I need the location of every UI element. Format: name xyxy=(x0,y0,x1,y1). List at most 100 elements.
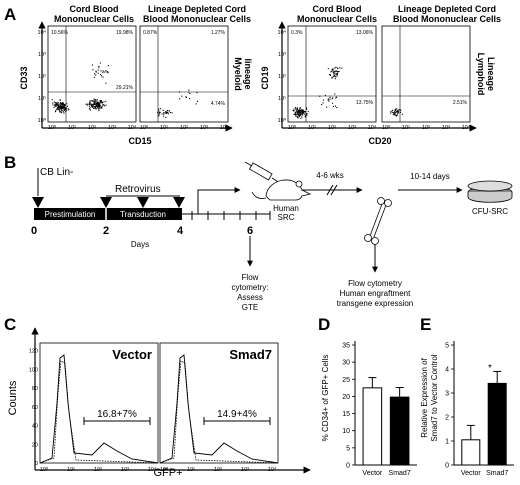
scatter-dot xyxy=(189,93,191,95)
significance-star: * xyxy=(488,363,492,374)
scatter-dot xyxy=(92,69,94,71)
y-tick-label: 15 xyxy=(342,411,350,418)
scatter-dot xyxy=(334,70,336,72)
scatter-dot xyxy=(299,111,301,113)
scatter-dot xyxy=(295,108,297,110)
scatter-dot xyxy=(297,109,299,111)
scatter-dot xyxy=(93,103,95,105)
scatter-dot xyxy=(329,96,331,98)
side-myeloid-1: Myeloid xyxy=(233,57,243,91)
scatter-dot xyxy=(302,109,304,111)
x-tick-label: 10¹ xyxy=(160,125,168,131)
scatter-dot xyxy=(90,104,92,106)
scatter-dot xyxy=(99,62,101,64)
scatter-dot xyxy=(64,107,66,109)
q3-ur: 13.06% xyxy=(356,30,374,36)
scatter-dot xyxy=(334,71,336,73)
scatter-dot xyxy=(167,110,169,112)
y-tick-label: 10¹ xyxy=(38,96,46,102)
mouse-icon xyxy=(251,179,312,201)
scatter-dot xyxy=(103,101,105,103)
flow-scatter-dots xyxy=(51,62,403,119)
scatter-dot xyxy=(92,105,94,107)
scatter-dot xyxy=(101,75,103,77)
x-tick-label: 10² xyxy=(88,125,96,131)
x-tick-label: 10⁴ xyxy=(220,124,229,131)
scatter-dot xyxy=(102,104,104,106)
scatter-dot xyxy=(59,106,61,108)
scatter-dot xyxy=(165,111,167,113)
x-tick-label: 10¹ xyxy=(308,125,316,131)
scatter-dot xyxy=(100,74,102,76)
scatter-dot xyxy=(158,112,160,114)
scatter-dot xyxy=(394,108,396,110)
scatter-dot xyxy=(94,103,96,105)
scatter-dot xyxy=(181,95,183,97)
scatter-dot xyxy=(335,74,337,76)
transduction-label: Transduction xyxy=(120,210,166,219)
flow-right-3: transgene expression xyxy=(337,299,414,308)
panel-a-axes xyxy=(38,21,477,132)
xlabel-cd15: CD15 xyxy=(128,136,151,146)
count-tick-label: 80 xyxy=(32,386,38,392)
scatter-dot xyxy=(295,115,297,117)
scatter-dot xyxy=(327,99,329,101)
scatter-dot xyxy=(297,112,299,114)
q3-lr: 13.75% xyxy=(356,100,374,106)
panel-b-label: B xyxy=(4,153,16,172)
scatter-dot xyxy=(86,103,88,105)
count-tick-label: 60 xyxy=(32,405,38,411)
scatter-dot xyxy=(57,102,59,104)
timeline-triangles xyxy=(32,197,185,208)
scatter-dot xyxy=(90,100,92,102)
scatter-dot xyxy=(336,107,338,109)
scatter-dot xyxy=(304,111,306,113)
scatter-dot xyxy=(60,108,62,110)
q3-ul: 0.3% xyxy=(291,30,303,36)
scatter-dot xyxy=(333,75,335,77)
x-tick-label: 10³ xyxy=(442,125,450,131)
scatter-dot xyxy=(93,100,95,102)
scatter-dot xyxy=(56,102,58,104)
scatter-dot xyxy=(299,107,301,109)
scatter-dot xyxy=(55,108,57,110)
bar xyxy=(362,387,383,466)
scatter-dot xyxy=(53,101,55,103)
scatter-dot xyxy=(396,111,398,113)
scatter-dot xyxy=(55,110,57,112)
scatter-dot xyxy=(161,113,163,115)
scatter-dot xyxy=(394,112,396,114)
scatter-dot xyxy=(98,106,100,108)
histogram-curve-dotted xyxy=(159,360,279,464)
scatter-dot xyxy=(296,111,298,113)
scatter-dot xyxy=(392,114,394,116)
side-myeloid-2: lineage xyxy=(243,58,253,89)
plot1-title-1: Cord Blood xyxy=(70,4,119,14)
scatter-dot xyxy=(335,76,337,78)
scatter-dot xyxy=(57,109,59,111)
scatter-dot xyxy=(329,74,331,76)
scatter-dot xyxy=(92,106,94,108)
scatter-dot xyxy=(102,76,104,78)
scatter-dot xyxy=(99,102,101,104)
scatter-dot xyxy=(58,108,60,110)
gate-annotation: 16.8+7% xyxy=(97,409,137,420)
scatter-dot xyxy=(105,100,107,102)
scatter-dot xyxy=(104,105,106,107)
q1-ur: 19.98% xyxy=(116,30,134,36)
scatter-dot xyxy=(66,105,68,107)
scatter-dot xyxy=(300,109,302,111)
scatter-dot xyxy=(299,113,301,115)
plot4-title-1: Lineage Depleted Cord xyxy=(398,4,496,14)
scatter-dot xyxy=(95,74,97,76)
flow-right-2: Human engraftment xyxy=(340,289,411,298)
y-tick-label: 0 xyxy=(346,463,350,470)
scatter-dot xyxy=(332,68,334,70)
histogram-curve-dotted xyxy=(39,360,159,464)
scatter-dot xyxy=(100,102,102,104)
scatter-dot xyxy=(304,116,306,118)
scatter-dot xyxy=(300,112,302,114)
scatter-dot xyxy=(58,109,60,111)
side-lymphoid-1: Lymphoid xyxy=(476,53,486,96)
